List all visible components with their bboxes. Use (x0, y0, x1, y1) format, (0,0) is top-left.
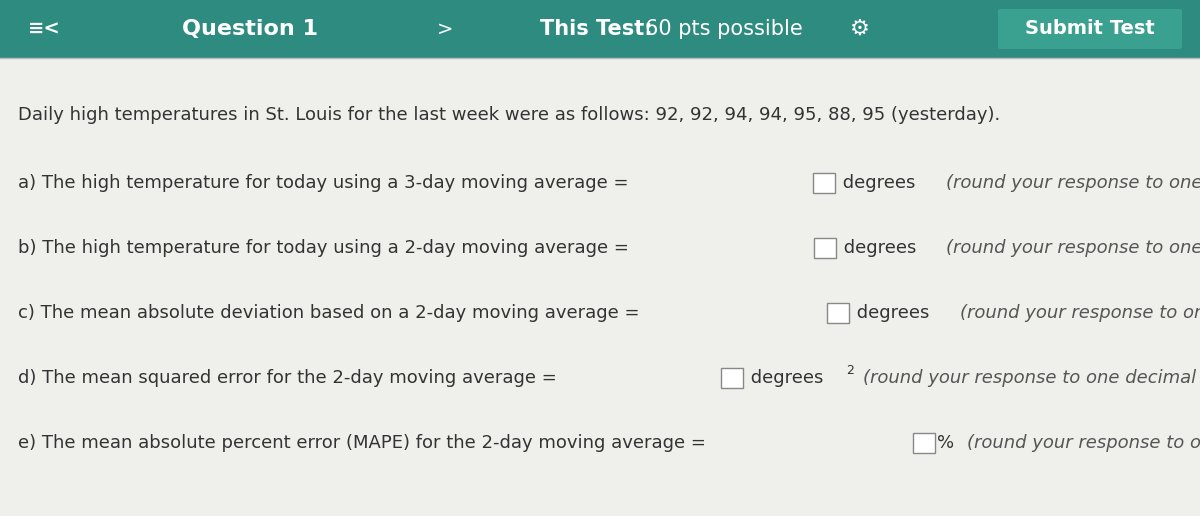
Bar (827, 303, 850, 323)
Text: a) The high temperature for today using a 3-day moving average =: a) The high temperature for today using … (18, 174, 635, 192)
Text: This Test:: This Test: (540, 19, 653, 39)
Text: c) The mean absolute deviation based on a 2-day moving average =: c) The mean absolute deviation based on … (18, 304, 646, 322)
Bar (0, 0, 1200, 58)
Text: ⚙: ⚙ (850, 19, 870, 39)
Text: b) The high temperature for today using a 2-day moving average =: b) The high temperature for today using … (18, 239, 635, 257)
Text: Question 1: Question 1 (182, 19, 318, 39)
Text: ≡<: ≡< (28, 20, 61, 39)
Text: degrees: degrees (838, 239, 922, 257)
Text: degrees: degrees (744, 369, 823, 387)
Text: 60 pts possible: 60 pts possible (646, 19, 803, 39)
Bar (814, 173, 835, 193)
Bar (814, 238, 835, 258)
Text: degrees: degrees (838, 174, 922, 192)
Text: (round your response to one decimal place).: (round your response to one decimal plac… (863, 369, 1200, 387)
Text: e) The mean absolute percent error (MAPE) for the 2-day moving average =: e) The mean absolute percent error (MAPE… (18, 434, 712, 452)
Bar (913, 433, 935, 453)
Text: 2: 2 (846, 363, 853, 377)
Bar (720, 368, 743, 388)
Text: d) The mean squared error for the 2-day moving average =: d) The mean squared error for the 2-day … (18, 369, 563, 387)
Text: >: > (437, 20, 454, 39)
Text: (round your response to one decimal place).: (round your response to one decimal plac… (946, 239, 1200, 257)
FancyBboxPatch shape (998, 9, 1182, 49)
Text: Daily high temperatures in St. Louis for the last week were as follows: 92, 92, : Daily high temperatures in St. Louis for… (18, 106, 1001, 124)
Text: %: % (937, 434, 960, 452)
Text: degrees: degrees (851, 304, 936, 322)
Text: Submit Test: Submit Test (1025, 20, 1154, 39)
Text: (round your response to one decimal place).: (round your response to one decimal plac… (960, 304, 1200, 322)
Text: (round your response to one decimal place).: (round your response to one decimal plac… (966, 434, 1200, 452)
Text: (round your response to one decimal place).: (round your response to one decimal plac… (946, 174, 1200, 192)
